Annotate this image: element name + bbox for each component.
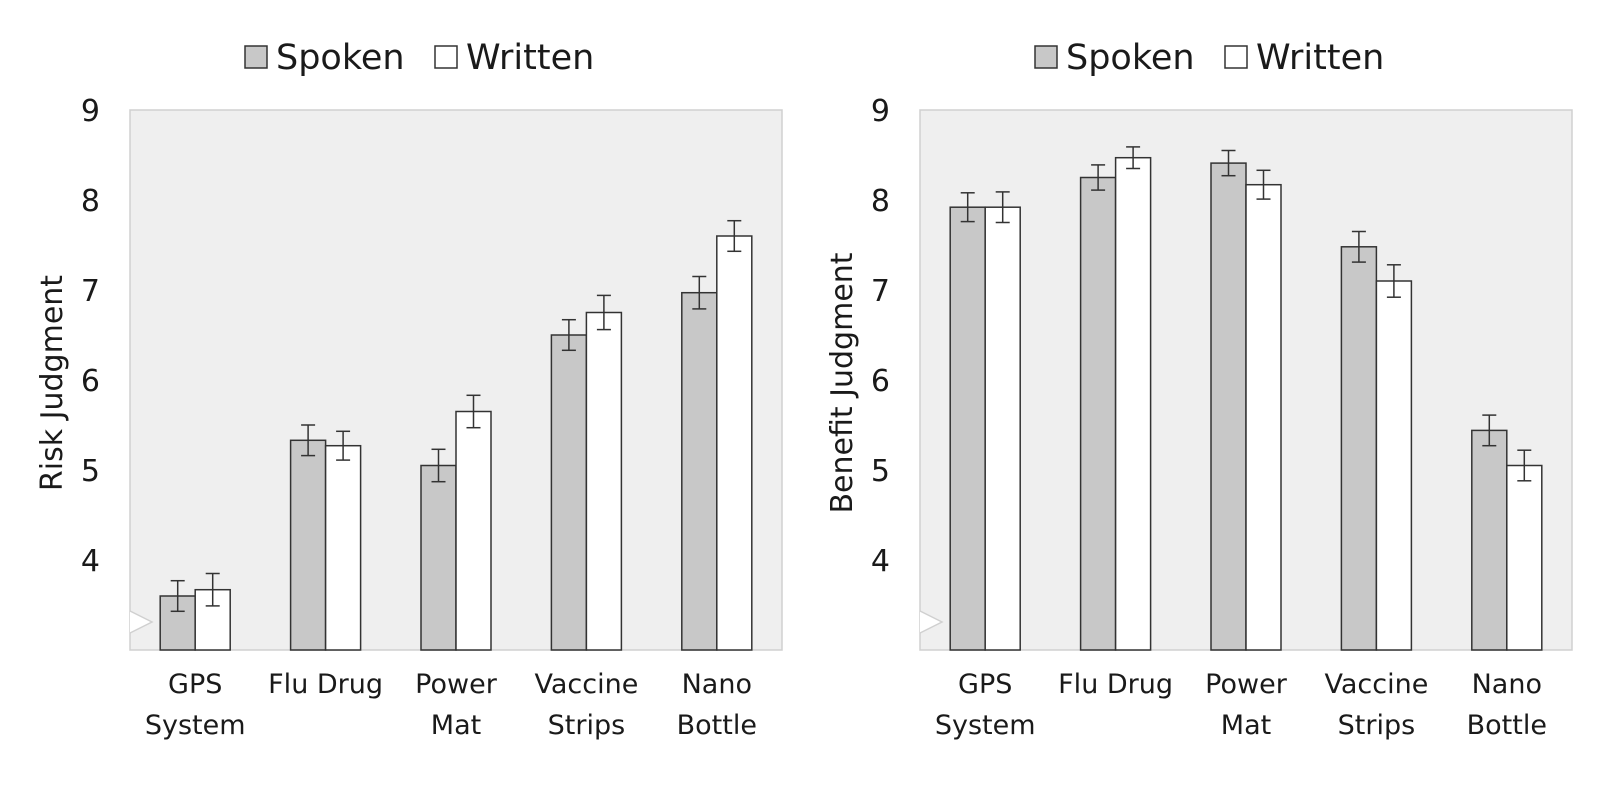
error-bar bbox=[301, 424, 316, 457]
bar bbox=[550, 334, 588, 651]
bar bbox=[1506, 464, 1543, 651]
y-tick-label: 7 bbox=[81, 274, 100, 309]
bar bbox=[1340, 246, 1378, 651]
bar bbox=[1114, 156, 1152, 651]
x-category-label: Vaccine bbox=[1324, 669, 1428, 700]
y-tick-label: 9 bbox=[871, 94, 890, 129]
x-category-label: Bottle bbox=[1467, 710, 1547, 741]
bar bbox=[324, 444, 362, 651]
bar bbox=[949, 206, 986, 651]
error-bar bbox=[561, 318, 576, 352]
error-bar bbox=[1386, 264, 1401, 298]
x-category-label: Flu Drug bbox=[268, 669, 383, 700]
x-category-label: Vaccine bbox=[534, 669, 638, 700]
error-bar bbox=[692, 275, 707, 310]
axis-break-mark bbox=[919, 610, 944, 634]
x-category-label: System bbox=[935, 710, 1036, 741]
error-bar bbox=[727, 219, 742, 253]
bar bbox=[420, 464, 457, 651]
bar bbox=[289, 439, 327, 651]
y-tick-label: 5 bbox=[871, 454, 890, 489]
error-bar bbox=[1126, 146, 1141, 170]
bar bbox=[984, 206, 1021, 651]
error-bar bbox=[1351, 230, 1366, 263]
legend-label: Written bbox=[466, 38, 594, 78]
error-bar bbox=[1482, 414, 1497, 447]
benefit-judgment-chart: 4 5 6 7 8 9 Benefit Judgment Spoken Written GPS Sy… bbox=[790, 0, 1590, 790]
risk-judgment-chart: 4 5 6 7 8 9 Risk Judgment Spoken Written GPS Syste… bbox=[35, 38, 783, 741]
x-category-label: Mat bbox=[1221, 710, 1271, 741]
benefit-judgment-chart-svg: 4 5 6 7 8 9 Benefit Judgment Spoken Written GPS Sy… bbox=[825, 38, 1573, 741]
legend-label: Spoken bbox=[276, 38, 405, 78]
error-bar bbox=[960, 192, 975, 223]
y-tick-label: 9 bbox=[81, 94, 100, 129]
legend-label: Spoken bbox=[1066, 38, 1195, 78]
bar bbox=[716, 235, 753, 651]
legend-label: Written bbox=[1256, 38, 1384, 78]
x-category-label: Power bbox=[415, 669, 498, 700]
legend-swatch bbox=[1034, 45, 1058, 69]
x-category-label: Bottle bbox=[677, 710, 757, 741]
error-bar bbox=[995, 191, 1010, 224]
error-bar bbox=[1221, 149, 1236, 177]
y-tick-label: 4 bbox=[81, 544, 100, 579]
bar bbox=[585, 311, 623, 651]
bar bbox=[1375, 280, 1413, 651]
bar bbox=[1079, 176, 1117, 651]
x-category-label: Mat bbox=[431, 710, 481, 741]
error-bar bbox=[431, 448, 446, 483]
y-tick-label: 8 bbox=[81, 184, 100, 219]
bar bbox=[455, 410, 492, 651]
legend: Spoken Written bbox=[244, 38, 594, 78]
x-category-label: Strips bbox=[1338, 710, 1416, 741]
y-tick-label: 6 bbox=[81, 364, 100, 399]
error-bar bbox=[1091, 164, 1106, 191]
legend-swatch bbox=[244, 45, 268, 69]
y-tick-label: 4 bbox=[871, 544, 890, 579]
bar bbox=[681, 291, 718, 651]
x-category-label: System bbox=[145, 710, 246, 741]
x-category-label: GPS bbox=[168, 669, 222, 700]
bar bbox=[1245, 183, 1282, 651]
error-bar bbox=[596, 294, 611, 331]
axis-break-mark bbox=[129, 610, 154, 634]
y-tick-label: 5 bbox=[81, 454, 100, 489]
y-axis-label: Benefit Judgment bbox=[825, 252, 860, 513]
y-tick-label: 8 bbox=[871, 184, 890, 219]
x-category-label: GPS bbox=[958, 669, 1012, 700]
error-bar bbox=[205, 572, 220, 607]
x-category-label: Nano bbox=[1472, 669, 1542, 700]
error-bar bbox=[1517, 449, 1532, 482]
error-bar bbox=[466, 394, 481, 429]
x-category-label: Strips bbox=[548, 710, 626, 741]
x-category-label: Power bbox=[1205, 669, 1288, 700]
error-bar bbox=[1256, 169, 1271, 200]
legend: Spoken Written bbox=[1034, 38, 1384, 78]
y-axis-label: Risk Judgment bbox=[35, 275, 70, 491]
error-bar bbox=[336, 430, 351, 461]
risk-judgment-chart-svg: 4 5 6 7 8 9 Risk Judgment Spoken Written GPS Syste… bbox=[35, 38, 783, 741]
bar bbox=[1210, 162, 1247, 651]
y-tick-label: 6 bbox=[871, 364, 890, 399]
y-tick-label: 7 bbox=[871, 274, 890, 309]
legend-swatch bbox=[1224, 45, 1248, 69]
bar bbox=[1471, 429, 1508, 651]
error-bar bbox=[170, 579, 185, 613]
x-category-label: Flu Drug bbox=[1058, 669, 1173, 700]
legend-swatch bbox=[434, 45, 458, 69]
x-category-label: Nano bbox=[682, 669, 752, 700]
